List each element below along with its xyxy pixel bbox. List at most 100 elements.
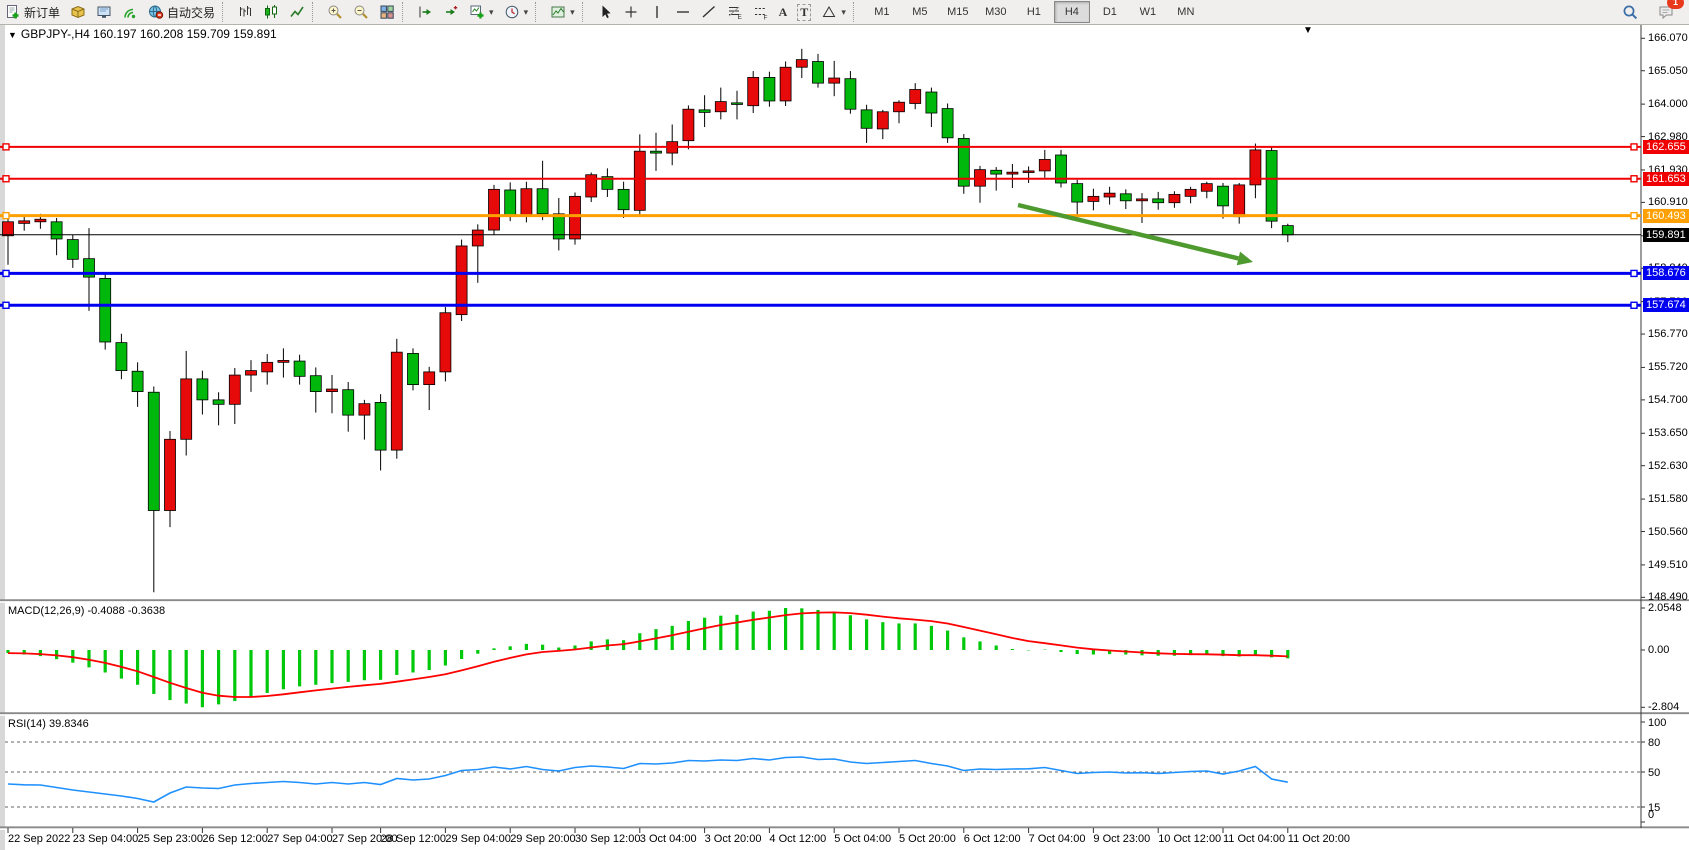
toolbar-separator (222, 2, 230, 22)
candle (358, 403, 371, 416)
autotrading-button-label: 自动交易 (167, 5, 216, 20)
notifications-chat-button[interactable]: 1 (1654, 0, 1684, 24)
periods-button[interactable]: ▾ (500, 0, 533, 24)
candle (957, 138, 970, 187)
candle (212, 399, 225, 405)
candle (1022, 170, 1035, 173)
timeframe-MN-button[interactable]: MN (1177, 6, 1195, 18)
candle (812, 61, 824, 84)
tile-windows-button[interactable] (375, 0, 399, 24)
candle (1071, 183, 1084, 203)
candle (893, 101, 905, 113)
new-order-button[interactable]: 新订单 (1, 0, 64, 24)
candle (1038, 159, 1051, 172)
crosshair-tool-button[interactable] (619, 0, 643, 24)
timeframe-M5-button[interactable]: M5 (912, 6, 928, 18)
shapes-tool-button[interactable]: ▾ (817, 0, 850, 24)
market-watch-button[interactable] (92, 0, 116, 24)
vertical-line-tool-button[interactable] (645, 0, 669, 24)
candle (66, 239, 79, 260)
candle (650, 150, 662, 154)
new-chart-button[interactable]: ▾ (465, 0, 498, 24)
zoom-in-button[interactable] (323, 0, 347, 24)
candle (147, 391, 160, 511)
candle (844, 78, 857, 110)
candle (245, 370, 257, 376)
candle (1152, 198, 1165, 204)
text-tool-button-glyph: A (778, 4, 788, 19)
globe-icon (149, 5, 164, 19)
candle (1119, 193, 1132, 202)
horizontal-line-tool-button[interactable] (671, 0, 695, 24)
bar-chart-button[interactable] (233, 0, 257, 24)
candle (293, 360, 306, 377)
candle (342, 389, 355, 416)
candle (682, 108, 695, 142)
candle (390, 351, 403, 451)
new-order-button-label: 新订单 (24, 5, 61, 20)
line-anchor (1630, 175, 1638, 183)
candle (585, 174, 598, 198)
zoom-out-button[interactable] (349, 0, 373, 24)
fibo-icon: E (728, 6, 742, 20)
toolbar: 新订单 自动交易 ▾ ▾ ▾ E F A T ▾ M1 M5 M15 M30 H1 H4 D1 W1 MN 1 (0, 0, 1689, 25)
rsi-pane (5, 721, 1645, 823)
timeframe-M30-button[interactable]: M30 (985, 6, 1007, 18)
candle (779, 66, 792, 102)
candle (714, 101, 727, 113)
profile-icon (551, 6, 565, 18)
search-button[interactable] (1618, 0, 1642, 24)
fibonacci-tool-button[interactable]: E (723, 0, 747, 24)
trendline-tool-button[interactable] (697, 0, 721, 24)
candle (520, 188, 533, 217)
profiles-button[interactable]: ▾ (546, 0, 579, 24)
timeframe-H1-button[interactable]: H1 (1026, 6, 1041, 18)
candle (471, 229, 484, 247)
label-tool-button-glyph: T (797, 3, 812, 21)
candle (552, 213, 565, 240)
candle (1249, 149, 1262, 186)
candle (228, 374, 241, 405)
candle (876, 111, 889, 130)
chart-shift-button[interactable] (439, 0, 463, 24)
signals-button[interactable] (118, 0, 142, 24)
text-tool-button[interactable]: A (775, 0, 792, 24)
candlestick-chart-button[interactable] (259, 0, 283, 24)
chevron-down-icon: ▾ (489, 6, 494, 17)
channel-tool-button[interactable]: F (749, 0, 773, 24)
shift-b-icon (446, 6, 458, 15)
candle (196, 378, 209, 401)
candle (34, 218, 47, 223)
auto-scroll-button[interactable] (413, 0, 437, 24)
window-left-edge (0, 24, 5, 850)
candle (698, 109, 711, 113)
cursor-tool-button[interactable] (593, 0, 617, 24)
candle (488, 188, 500, 231)
line-chart-button[interactable] (285, 0, 309, 24)
line-icon (290, 6, 304, 17)
timeframe-W1-button[interactable]: W1 (1139, 6, 1157, 18)
candle (261, 361, 274, 373)
charts-window-button[interactable] (66, 0, 90, 24)
timeframe-M1-button[interactable]: M1 (874, 6, 890, 18)
hline-icon (676, 11, 689, 13)
timeframe-D1-button[interactable]: D1 (1102, 6, 1117, 18)
candle (763, 77, 776, 102)
candle (747, 77, 760, 107)
candle (1184, 188, 1197, 197)
toolbar-right-group: 1 (1617, 0, 1689, 24)
candle (731, 102, 743, 105)
toolbar-separator (852, 2, 861, 22)
candle (50, 221, 63, 240)
timeframe-H4-button[interactable]: H4 (1053, 1, 1090, 23)
candle (277, 360, 290, 363)
candle (1136, 198, 1148, 202)
macd-pane (6, 607, 1645, 708)
timeframe-M15-button[interactable]: M15 (947, 6, 969, 18)
label-tool-button[interactable]: T (793, 0, 815, 24)
candle (504, 189, 517, 217)
yellow-box-icon (71, 5, 85, 19)
bars-icon (240, 6, 252, 17)
autotrading-button[interactable]: 自动交易 (144, 0, 219, 24)
